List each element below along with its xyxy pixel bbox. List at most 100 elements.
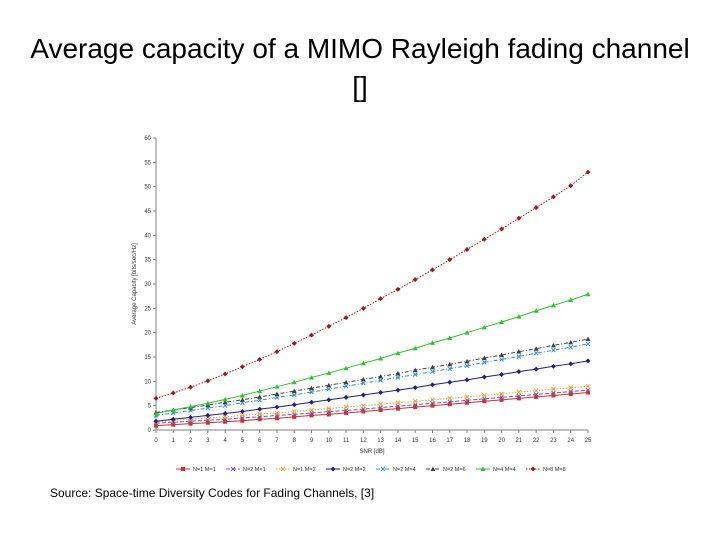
data-point-s4 bbox=[568, 361, 574, 367]
data-point-s5 bbox=[481, 359, 487, 365]
x-tick-label: 14 bbox=[395, 438, 402, 444]
data-point-s5 bbox=[551, 347, 556, 353]
data-point-s1 bbox=[223, 419, 228, 424]
x-tick-label: 23 bbox=[550, 438, 557, 444]
data-point-s8 bbox=[395, 286, 401, 292]
data-point-s7 bbox=[378, 355, 384, 361]
data-point-s3 bbox=[274, 410, 280, 416]
series-line-5 bbox=[155, 343, 589, 416]
data-point-s7 bbox=[499, 319, 505, 324]
data-point-s3 bbox=[240, 413, 245, 418]
slide-title: Average capacity of a MIMO Rayleigh fadi… bbox=[30, 33, 690, 102]
data-point-s8 bbox=[274, 349, 280, 355]
legend-marker bbox=[181, 467, 185, 471]
data-point-s5 bbox=[257, 397, 263, 403]
x-tick-label: 20 bbox=[498, 438, 505, 444]
data-point-s2 bbox=[378, 405, 383, 410]
data-point-s8 bbox=[378, 296, 384, 302]
data-point-s2 bbox=[464, 397, 470, 403]
data-point-s5 bbox=[585, 341, 591, 347]
y-tick-label: 60 bbox=[144, 136, 151, 142]
data-point-s2 bbox=[447, 399, 453, 405]
data-point-s8 bbox=[170, 390, 176, 396]
data-point-s8 bbox=[464, 246, 470, 252]
data-point-s1 bbox=[361, 409, 366, 414]
x-tick-label: 5 bbox=[241, 438, 245, 444]
y-tick-label: 25 bbox=[144, 306, 151, 312]
data-point-s6 bbox=[481, 355, 487, 360]
data-point-s7 bbox=[550, 302, 556, 308]
data-point-s3 bbox=[222, 414, 228, 420]
data-point-s6 bbox=[257, 394, 263, 399]
data-point-s7 bbox=[464, 330, 470, 335]
x-tick-label: 0 bbox=[154, 438, 158, 444]
x-tick-label: 25 bbox=[585, 438, 592, 444]
data-point-s6 bbox=[378, 373, 384, 379]
x-axis-label: SNR [dB] bbox=[359, 449, 384, 455]
data-point-s3 bbox=[533, 388, 539, 393]
y-tick-label: 5 bbox=[148, 404, 152, 410]
data-point-s8 bbox=[550, 194, 556, 200]
series-line-4 bbox=[155, 360, 589, 422]
data-point-s7 bbox=[360, 360, 366, 366]
x-tick-label: 9 bbox=[310, 438, 314, 444]
legend-label: N=4 M=4 bbox=[493, 467, 516, 473]
data-point-s4 bbox=[205, 412, 211, 418]
data-point-s3 bbox=[516, 389, 522, 395]
data-point-s6 bbox=[447, 361, 453, 367]
data-point-s5 bbox=[274, 395, 280, 400]
data-point-s2 bbox=[499, 395, 504, 400]
data-point-s8 bbox=[568, 183, 574, 189]
data-point-s7 bbox=[222, 396, 228, 402]
data-point-s6 bbox=[412, 367, 418, 373]
data-point-s8 bbox=[188, 384, 194, 390]
data-point-s8 bbox=[429, 267, 435, 273]
y-tick-label: 30 bbox=[144, 282, 151, 288]
x-tick-label: 19 bbox=[481, 438, 488, 444]
data-point-s1 bbox=[447, 402, 452, 407]
data-point-s1 bbox=[188, 421, 193, 426]
data-point-s3 bbox=[257, 411, 263, 417]
data-point-s5 bbox=[568, 344, 574, 350]
x-tick-label: 12 bbox=[360, 438, 367, 444]
data-point-s1 bbox=[395, 406, 400, 411]
data-point-s7 bbox=[326, 370, 332, 376]
legend-label: N=2 M=4 bbox=[393, 467, 416, 473]
data-point-s1 bbox=[154, 423, 158, 428]
series-line-8 bbox=[155, 171, 589, 399]
data-point-s3 bbox=[551, 386, 556, 392]
data-point-s6 bbox=[516, 349, 522, 354]
y-tick-label: 40 bbox=[144, 233, 151, 239]
data-point-s4 bbox=[239, 409, 245, 415]
data-point-s7 bbox=[412, 345, 418, 351]
data-point-s6 bbox=[395, 371, 401, 376]
data-point-s6 bbox=[533, 346, 539, 351]
y-tick-label: 10 bbox=[144, 379, 151, 385]
data-point-s1 bbox=[378, 408, 383, 413]
data-point-s3 bbox=[412, 398, 418, 404]
data-point-s1 bbox=[344, 410, 349, 415]
x-tick-label: 7 bbox=[275, 438, 279, 444]
data-point-s6 bbox=[568, 339, 574, 345]
data-point-s1 bbox=[430, 403, 435, 408]
x-tick-label: 2 bbox=[189, 438, 193, 444]
data-point-s5 bbox=[326, 386, 332, 392]
data-point-s5 bbox=[291, 392, 297, 398]
data-point-s5 bbox=[533, 350, 539, 356]
y-tick-label: 55 bbox=[144, 160, 151, 166]
x-tick-label: 10 bbox=[325, 438, 332, 444]
data-point-s2 bbox=[361, 406, 366, 412]
data-point-s1 bbox=[534, 394, 539, 399]
data-point-s7 bbox=[153, 410, 159, 416]
data-point-s8 bbox=[447, 257, 453, 263]
data-point-s7 bbox=[274, 384, 280, 389]
data-point-s1 bbox=[171, 422, 176, 427]
data-point-s6 bbox=[464, 358, 470, 364]
legend-marker bbox=[230, 466, 236, 472]
data-point-s4 bbox=[378, 390, 384, 396]
data-point-s8 bbox=[585, 169, 591, 175]
x-tick-label: 1 bbox=[172, 438, 176, 444]
x-tick-label: 22 bbox=[533, 438, 540, 444]
y-tick-label: 0 bbox=[148, 428, 152, 434]
data-point-s4 bbox=[464, 377, 470, 383]
